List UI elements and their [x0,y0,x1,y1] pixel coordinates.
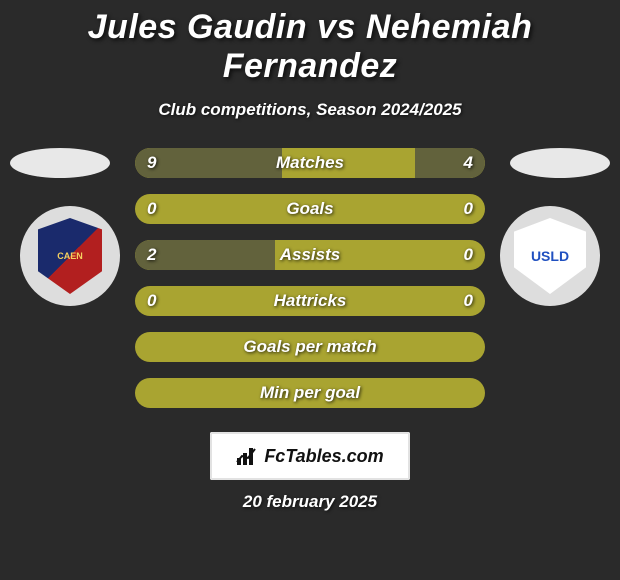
page-title: Jules Gaudin vs Nehemiah Fernandez [0,0,620,86]
avatar-placeholder-right [510,148,610,178]
stat-value-left: 0 [147,199,156,219]
stat-label: Min per goal [260,383,360,403]
usld-crest-icon: USLD [514,218,586,294]
stat-row: Min per goal [135,378,485,408]
page-subtitle: Club competitions, Season 2024/2025 [0,100,620,120]
caen-crest-icon: CAEN [38,218,102,294]
watermark: FcTables.com [210,432,410,480]
club-badge-right: USLD [500,206,600,306]
avatar-placeholder-left [10,148,110,178]
stat-value-left: 0 [147,291,156,311]
stat-row: 2 Assists 0 [135,240,485,270]
stat-value-right: 0 [464,245,473,265]
stat-label: Goals [286,199,333,219]
stat-fill-left [135,148,282,178]
club-text-right: USLD [531,248,569,264]
stat-value-left: 9 [147,153,156,173]
chart-icon [236,446,258,466]
stat-value-right: 4 [464,153,473,173]
stat-label: Assists [280,245,340,265]
stat-row: 0 Goals 0 [135,194,485,224]
watermark-text: FcTables.com [264,446,383,467]
stat-bars: 9 Matches 4 0 Goals 0 2 Assists 0 0 Hattricks 0 Goal… [135,148,485,424]
stat-row: Goals per match [135,332,485,362]
club-text-left: CAEN [57,251,83,261]
stat-value-left: 2 [147,245,156,265]
stat-label: Matches [276,153,344,173]
stat-value-right: 0 [464,199,473,219]
comparison-area: CAEN USLD 9Matches40Goals02Assists00Hatt… [0,148,620,216]
stat-label: Goals per match [243,337,376,357]
club-badge-left: CAEN [20,206,120,306]
stat-row: 9 Matches 4 [135,148,485,178]
stat-fill-right [415,148,485,178]
stat-label: Hattricks [274,291,347,311]
stat-value-right: 0 [464,291,473,311]
date-text: 20 february 2025 [0,492,620,512]
stat-row: 0 Hattricks 0 [135,286,485,316]
